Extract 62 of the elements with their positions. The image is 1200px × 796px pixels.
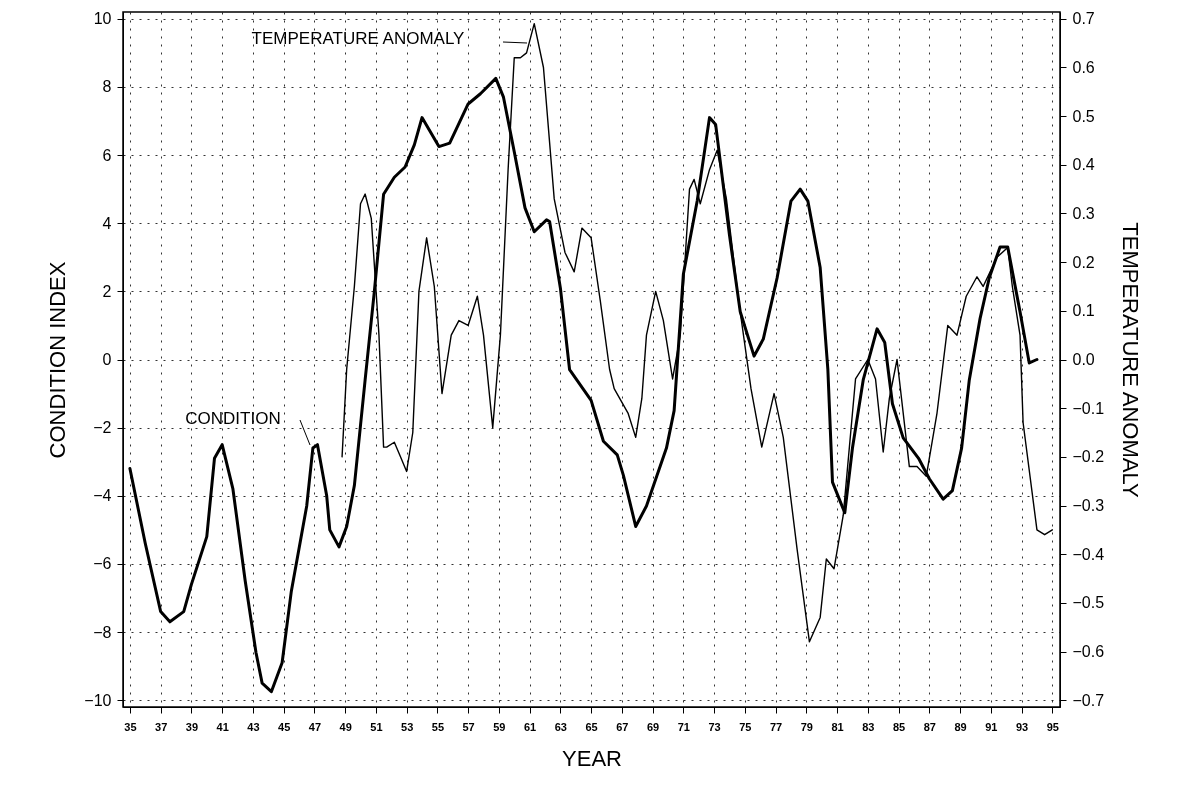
x-tick-label: 89 bbox=[954, 720, 967, 733]
x-tick-label: 67 bbox=[616, 720, 629, 733]
x-tick-label: 61 bbox=[524, 720, 537, 733]
y2-tick-label: −0.4 bbox=[1072, 545, 1105, 563]
x-tick-label: 77 bbox=[769, 720, 783, 733]
legend-label: TEMPERATURE ANOMALY bbox=[251, 29, 465, 48]
x-tick-label: 41 bbox=[216, 720, 229, 733]
x-tick-label: 57 bbox=[462, 720, 475, 733]
x-tick-label: 69 bbox=[646, 720, 660, 733]
x-tick-label: 75 bbox=[739, 720, 752, 733]
y-tick-label: 0 bbox=[102, 351, 112, 368]
y2-tick-label: −0.7 bbox=[1072, 691, 1105, 709]
x-tick-label: 43 bbox=[247, 720, 260, 733]
x-tick-label: 73 bbox=[708, 720, 721, 733]
x-tick-label: 49 bbox=[339, 720, 352, 733]
x-tick-label: 45 bbox=[278, 720, 291, 733]
x-axis-title: YEAR bbox=[562, 745, 622, 771]
x-tick-label: 87 bbox=[923, 720, 936, 733]
y2-tick-label: −0.1 bbox=[1072, 399, 1105, 417]
x-tick-label: 95 bbox=[1046, 720, 1059, 733]
y2-tick-label: 0.4 bbox=[1072, 156, 1095, 174]
y2-tick-label: −0.5 bbox=[1072, 594, 1105, 612]
x-tick-label: 93 bbox=[1015, 720, 1029, 733]
x-tick-label: 83 bbox=[862, 720, 875, 733]
x-tick-label: 85 bbox=[892, 720, 906, 733]
x-tick-label: 53 bbox=[401, 720, 414, 733]
y2-tick-label: −0.3 bbox=[1072, 497, 1105, 515]
x-tick-label: 55 bbox=[431, 720, 445, 733]
y2-tick-label: 0.2 bbox=[1072, 253, 1095, 271]
x-tick-label: 59 bbox=[493, 720, 506, 733]
y2-tick-label: 0.1 bbox=[1072, 302, 1095, 320]
x-tick-label: 79 bbox=[800, 720, 813, 733]
y-axis-title: CONDITION INDEX bbox=[45, 261, 71, 459]
y-tick-label: −10 bbox=[84, 691, 112, 709]
y2-tick-label: 0.5 bbox=[1072, 107, 1095, 125]
y2-tick-label: −0.2 bbox=[1072, 448, 1105, 466]
x-tick-label: 91 bbox=[985, 720, 998, 733]
y-tick-label: 2 bbox=[102, 282, 112, 300]
x-tick-label: 71 bbox=[677, 720, 690, 733]
x-tick-label: 63 bbox=[554, 720, 567, 733]
x-tick-label: 35 bbox=[124, 720, 137, 733]
y-tick-label: −8 bbox=[93, 623, 112, 641]
x-tick-label: 81 bbox=[831, 720, 844, 733]
x-tick-label: 65 bbox=[585, 720, 598, 733]
y-tick-label: 4 bbox=[102, 214, 112, 232]
series-label: CONDITION bbox=[185, 409, 281, 428]
y2-axis-title: TEMPERATURE ANOMALY bbox=[1118, 222, 1144, 499]
y2-tick-label: 0.3 bbox=[1072, 204, 1095, 222]
y2-tick-label: 0.7 bbox=[1072, 10, 1095, 28]
x-tick-label: 51 bbox=[370, 720, 383, 733]
y-tick-label: −2 bbox=[93, 419, 112, 437]
x-tick-label: 47 bbox=[308, 720, 322, 733]
x-tick-label: 39 bbox=[185, 720, 199, 733]
y-tick-label: 10 bbox=[93, 10, 112, 28]
y2-tick-label: −0.6 bbox=[1072, 643, 1105, 661]
x-tick-label: 37 bbox=[155, 720, 168, 733]
y-tick-label: 8 bbox=[102, 78, 112, 96]
y2-tick-label: 0.6 bbox=[1072, 58, 1095, 76]
y-tick-label: −4 bbox=[93, 487, 112, 505]
y-tick-label: 6 bbox=[102, 146, 112, 164]
y-tick-label: −6 bbox=[93, 555, 112, 573]
y2-tick-label: 0.0 bbox=[1072, 351, 1095, 368]
